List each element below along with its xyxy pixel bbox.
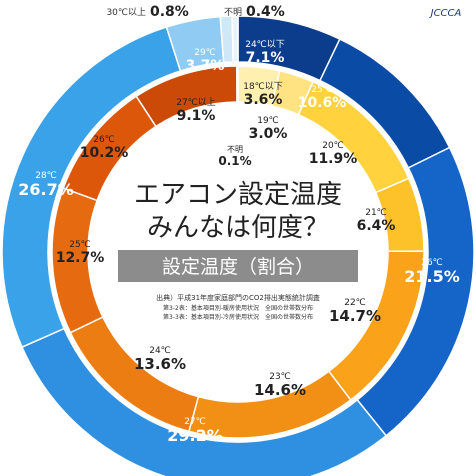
- source-line1: 出典）平成31年度家庭部門のCO2排出実態統計調査: [156, 293, 320, 302]
- slice-labels: 24℃以下7.1%25℃10.6%26℃21.5%27℃29.2%28℃26.7…: [18, 4, 460, 445]
- outer-value-label-2: 10.6%: [298, 95, 347, 111]
- inner-category-label-10: 27℃以上: [176, 97, 216, 108]
- inner-category-label-1: 18℃以下: [243, 82, 283, 92]
- outer-value-label-5: 26.7%: [18, 180, 74, 199]
- inner-value-label-11: 0.1%: [218, 154, 251, 168]
- inner-value-label-3: 11.9%: [309, 151, 358, 167]
- outer-value-label-8: 0.4%: [246, 4, 285, 20]
- inner-value-label-4: 6.4%: [357, 218, 396, 234]
- inner-value-label-10: 9.1%: [177, 108, 216, 124]
- outer-value-label-3: 21.5%: [404, 267, 460, 286]
- source-line3: 第3-3表：基本項目別-冷房使用状況 全国の世帯数分布: [163, 313, 313, 321]
- logo: JCCCA: [429, 8, 462, 19]
- inner-value-label-9: 10.2%: [80, 145, 129, 161]
- outer-category-label-5: 28℃: [35, 171, 57, 181]
- inner-value-label-5: 14.7%: [329, 307, 381, 325]
- outer-category-label-3: 26℃: [421, 258, 443, 268]
- inner-category-label-6: 23℃: [269, 372, 291, 382]
- inner-value-label-1: 3.6%: [244, 92, 283, 108]
- inner-category-label-3: 20℃: [322, 141, 344, 151]
- outer-slice-8: [231, 15, 239, 63]
- inner-value-label-6: 14.6%: [254, 381, 306, 399]
- inner-value-label-7: 13.6%: [134, 355, 186, 373]
- outer-value-label-4: 29.2%: [167, 426, 223, 445]
- inner-ring: [51, 65, 425, 439]
- inner-category-label-2: 19℃: [257, 116, 279, 126]
- chart-title-line2: みんなは何度？: [147, 213, 329, 243]
- inner-category-label-5: 22℃: [344, 298, 366, 308]
- inner-category-label-8: 25℃: [69, 240, 91, 250]
- outer-ring: [1, 15, 475, 476]
- inner-slice-11: [236, 65, 239, 103]
- chart-subtitle: 設定温度（割合）: [162, 256, 314, 278]
- subtitle-band: [118, 250, 358, 282]
- chart-title-line1: エアコン設定温度: [134, 180, 342, 210]
- outer-category-label-8: 不明: [224, 7, 242, 18]
- outer-value-label-7: 0.8%: [150, 4, 189, 20]
- inner-value-label-8: 12.7%: [56, 250, 105, 266]
- outer-value-label-6: 3.7%: [186, 58, 225, 74]
- outer-category-label-4: 27℃: [184, 417, 206, 427]
- outer-category-label-1: 24℃以下: [245, 40, 285, 50]
- inner-category-label-11: 不明: [227, 145, 243, 154]
- outer-category-label-2: 25℃: [311, 85, 333, 95]
- inner-category-label-7: 24℃: [149, 346, 171, 356]
- source-line2: 第3-2表：基本項目別-暖房使用状況 全国の世帯数分布: [163, 304, 313, 312]
- inner-category-label-4: 21℃: [365, 208, 387, 218]
- inner-value-label-2: 3.0%: [249, 126, 288, 142]
- outer-value-label-1: 7.1%: [246, 50, 285, 66]
- outer-category-label-6: 29℃: [194, 48, 216, 58]
- inner-category-label-9: 26℃: [93, 135, 115, 145]
- outer-category-label-7: 30℃以上: [106, 7, 146, 18]
